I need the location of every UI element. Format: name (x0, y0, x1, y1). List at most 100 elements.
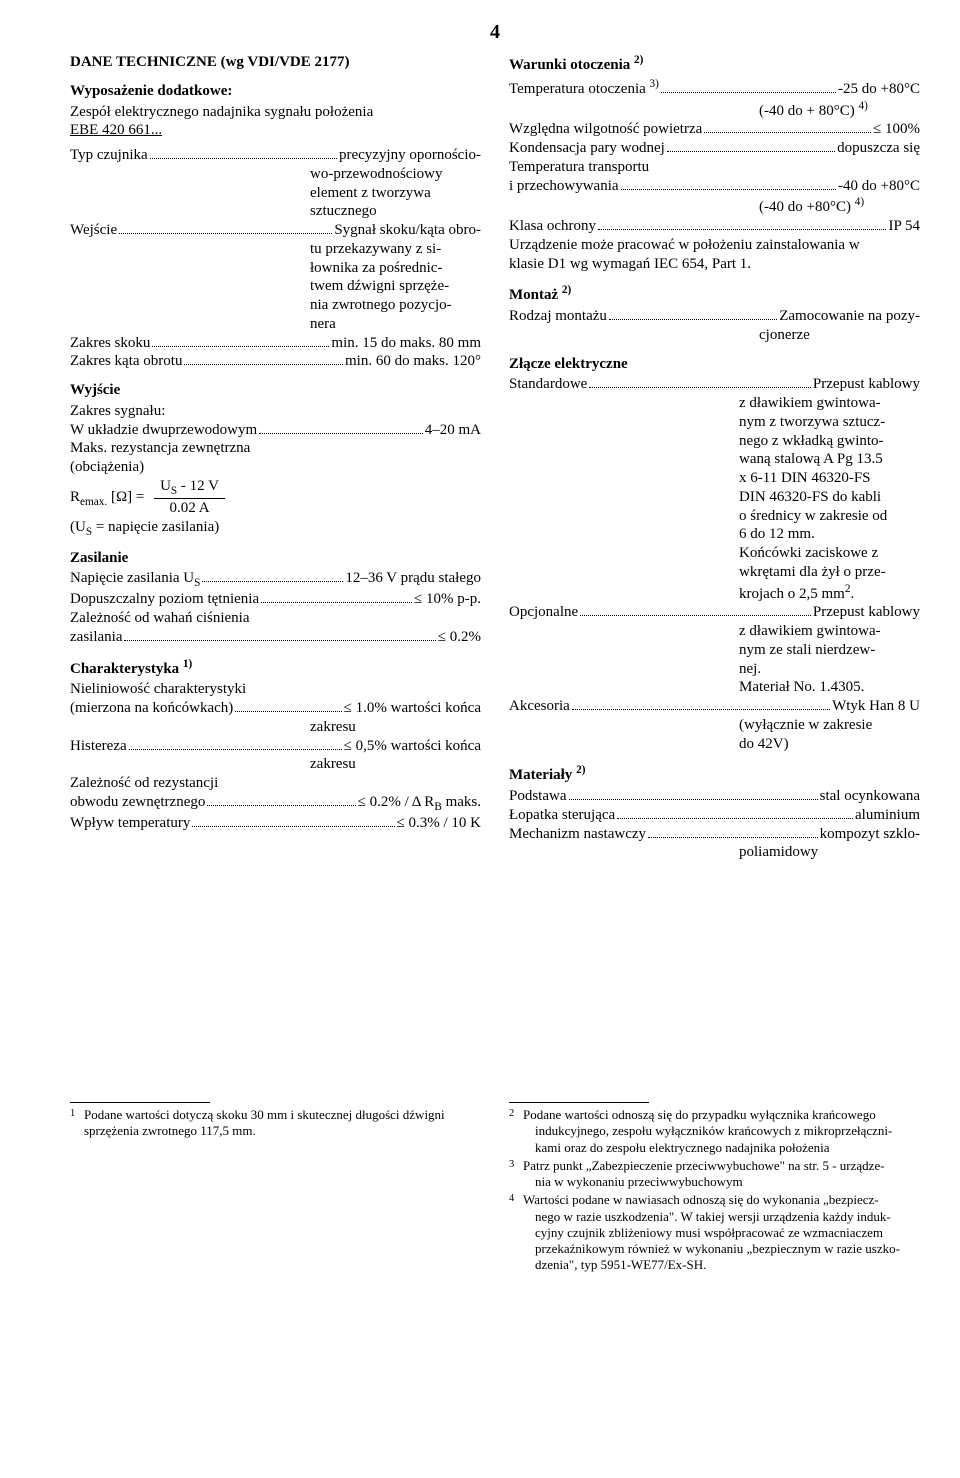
input-cont2: łownika za pośrednic- (70, 259, 481, 278)
materials-heading: Materiały 2) (509, 763, 920, 785)
leader-dots (609, 319, 777, 320)
nonlin-line: Nieliniowość charakterystyki (70, 680, 481, 699)
std-cont5: x 6-11 DIN 46320-FS (509, 469, 920, 488)
input-cont1: tu przekazywany z si- (70, 240, 481, 259)
ripple-label: Dopuszczalny poziom tętnienia (70, 590, 259, 609)
two-wire-line: W układzie dwuprzewodowym 4–20 mA (70, 421, 481, 440)
sensor-type-line: Typ czujnika precyzyjny opornościo- (70, 146, 481, 165)
standard-conn-line: Standardowe Przepust kablowy (509, 375, 920, 394)
two-wire-label: W układzie dwuprzewodowym (70, 421, 257, 440)
opt-value: Przepust kablowy (813, 603, 920, 622)
footnote-1-text: Podane wartości dotyczą skoku 30 mm i sk… (84, 1107, 481, 1140)
humidity-line: Względna wilgotność powietrza ≤ 100% (509, 120, 920, 139)
ambient-sup: 3) (650, 78, 659, 90)
encl-value: IP 54 (888, 217, 920, 236)
env-sup: 2) (634, 54, 643, 66)
vane-value: aluminium (855, 806, 920, 825)
footnote-4-text: Wartości podane w nawiasach odnoszą się … (523, 1192, 920, 1273)
frac-num: US - 12 V (154, 477, 225, 499)
std-cont11: krojach o 2,5 mm2. (509, 582, 920, 604)
std-cont8: 6 do 12 mm. (509, 525, 920, 544)
power-heading: Zasilanie (70, 549, 481, 568)
left-column: DANE TECHNICZNE (wg VDI/VDE 2177) Wyposa… (70, 53, 481, 862)
equipment-line1: Zespół elektrycznego nadajnika sygnału p… (70, 103, 481, 122)
supply-voltage-line: Napięcie zasilania US 12–36 V prądu stał… (70, 569, 481, 590)
std-cont9: Końcówki zaciskowe z (509, 544, 920, 563)
optional-conn-line: Opcjonalne Przepust kablowy (509, 603, 920, 622)
acc-cont2: do 42V) (509, 735, 920, 754)
ext-res-label: obwodu zewnętrznego (70, 793, 205, 812)
mech-cont: poliamidowy (509, 843, 920, 862)
temp-value: ≤ 0.3% / 10 K (397, 814, 481, 833)
page-number: 4 (70, 20, 920, 45)
sensor-cont3: sztucznego (70, 202, 481, 221)
mounting-heading: Montaż 2) (509, 283, 920, 305)
hyst-cont: zakresu (70, 755, 481, 774)
leader-dots (648, 837, 818, 838)
footnote-rule (70, 1102, 210, 1103)
leader-dots (569, 799, 818, 800)
pressure-dep-value-line: zasilania ≤ 0.2% (70, 628, 481, 647)
footnote-marker: 1 (70, 1107, 84, 1140)
us-note: (US = napięcie zasilania) (70, 518, 481, 539)
angle-range-line: Zakres kąta obrotu min. 60 do maks. 120° (70, 352, 481, 371)
opt-cont3: nej. (509, 660, 920, 679)
std-cont2: nym z tworzywa sztucz- (509, 413, 920, 432)
leader-dots (184, 364, 343, 365)
iec-line1: Urządzenie może pracować w położeniu zai… (509, 236, 920, 255)
stroke-range-line: Zakres skoku min. 15 do maks. 80 mm (70, 334, 481, 353)
input-cont3: twem dźwigni sprzęże- (70, 277, 481, 296)
fn4e: dzenia", typ 5951-WE77/Ex-SH. (523, 1257, 706, 1272)
supply-label: Napięcie zasilania US (70, 569, 200, 590)
input-line: Wejście Sygnał skoku/kąta obro- (70, 221, 481, 240)
fn4c: cyjny czujnik zbliżeniowy musi współprac… (523, 1225, 883, 1240)
hysteresis-line: Histereza ≤ 0,5% wartości końca (70, 737, 481, 756)
footnote-2: 2 Podane wartości odnoszą się do przypad… (509, 1107, 920, 1156)
leader-dots (259, 433, 423, 434)
sensor-cont2: element z tworzywa (70, 184, 481, 203)
footnote-1: 1 Podane wartości dotyczą skoku 30 mm i … (70, 1107, 481, 1140)
storage-value: -40 do +80°C (838, 177, 920, 196)
mount-heading-text: Montaż (509, 287, 558, 303)
leader-dots (589, 387, 811, 388)
pressure-dep-value: ≤ 0.2% (438, 628, 481, 647)
leader-dots (598, 229, 886, 230)
leader-dots (124, 640, 435, 641)
nonlin-value-line: (mierzona na końcówkach) ≤ 1.0% wartości… (70, 699, 481, 718)
opt-label: Opcjonalne (509, 603, 578, 622)
footnotes-right: 2 Podane wartości odnoszą się do przypad… (509, 1102, 920, 1276)
mech-label: Mechanizm nastawczy (509, 825, 646, 844)
acc-cont1: (wyłącznie w zakresie (509, 716, 920, 735)
ripple-value: ≤ 10% p-p. (414, 590, 481, 609)
rmax-formula: Remax. [Ω] = US - 12 V 0.02 A (70, 477, 481, 518)
fn4a: Wartości podane w nawiasach odnoszą się … (523, 1192, 879, 1207)
humidity-value: ≤ 100% (873, 120, 920, 139)
stroke-value: min. 15 do maks. 80 mm (331, 334, 481, 353)
mount-label: Rodzaj montażu (509, 307, 607, 326)
input-cont4: nia zwrotnego pozycjo- (70, 296, 481, 315)
tech-data-heading: DANE TECHNICZNE (wg VDI/VDE 2177) (70, 53, 481, 72)
leader-dots (617, 818, 853, 819)
nonlin-value: ≤ 1.0% wartości końca (344, 699, 481, 718)
leader-dots (580, 615, 811, 616)
vane-label: Łopatka sterująca (509, 806, 615, 825)
sensor-value: precyzyjny opornościo- (339, 146, 481, 165)
std-cont3: nego z wkładką gwinto- (509, 432, 920, 451)
leader-dots (667, 151, 835, 152)
footnote-2-text: Podane wartości odnoszą się do przypadku… (523, 1107, 920, 1156)
fn3b: nia w wykonaniu przeciwwybuchowym (523, 1174, 743, 1189)
leader-dots (129, 749, 342, 750)
equipment-line2: EBE 420 661... (70, 121, 481, 140)
base-material-line: Podstawa stal ocynkowana (509, 787, 920, 806)
fn2a: Podane wartości odnoszą się do przypadku… (523, 1107, 876, 1122)
ambient-cont-sup: 4) (858, 100, 867, 112)
base-value: stal ocynkowana (820, 787, 920, 806)
output-heading: Wyjście (70, 381, 481, 400)
enclosure-line: Klasa ochrony IP 54 (509, 217, 920, 236)
mech-material-line: Mechanizm nastawczy kompozyt szklo- (509, 825, 920, 844)
leader-dots (192, 826, 394, 827)
mount-cont: cjonerze (509, 326, 920, 345)
std-label: Standardowe (509, 375, 587, 394)
iec-line2: klasie D1 wg wymagań IEC 654, Part 1. (509, 255, 920, 274)
footnote-marker: 4 (509, 1192, 523, 1273)
